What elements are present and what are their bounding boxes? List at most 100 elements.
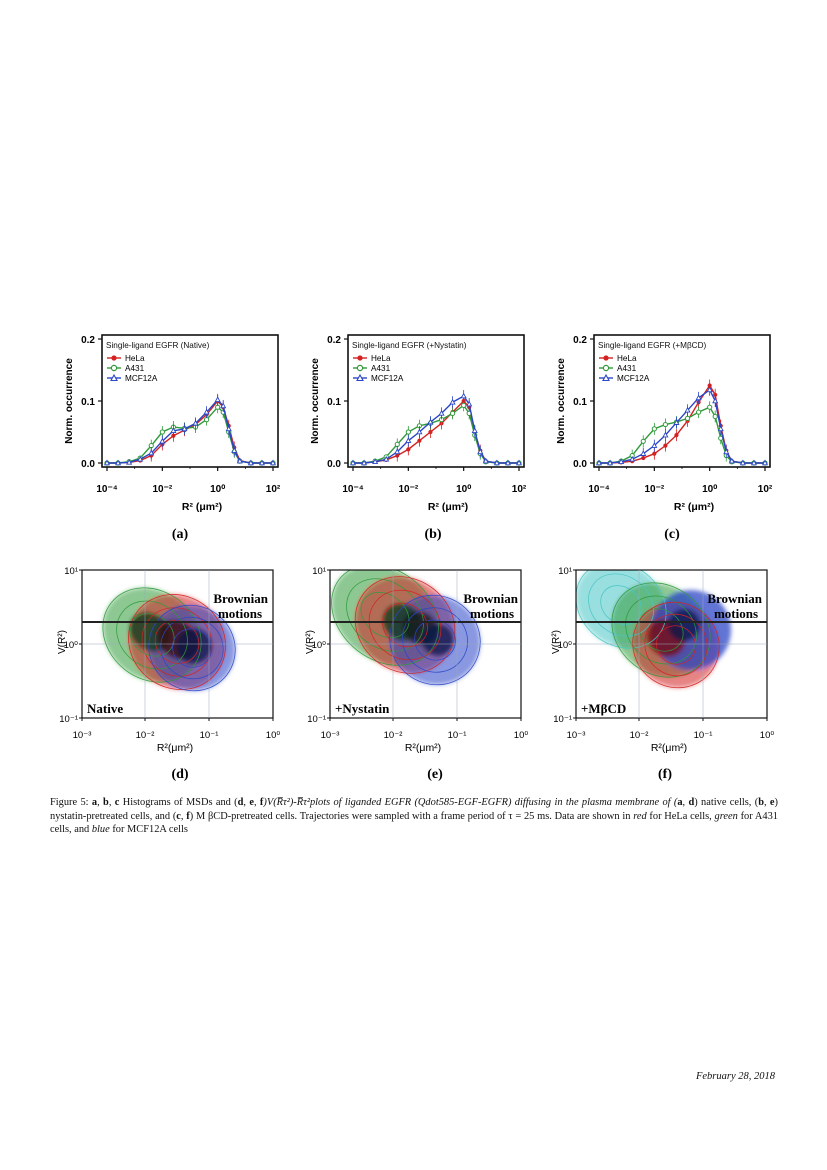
brownian-label: Brownian	[463, 591, 518, 606]
series-line-hela	[353, 399, 519, 464]
data-point-mcf12a	[236, 457, 243, 464]
contour-line	[116, 600, 188, 670]
data-point-mcf12a	[640, 450, 647, 456]
data-point-mcf12a	[372, 458, 379, 465]
data-point-a431	[450, 410, 456, 417]
x-tick-label: 10⁻²	[644, 484, 664, 495]
condition-label: +MβCD	[581, 701, 626, 716]
contour-line	[360, 591, 410, 639]
x-axis-label: R² (μm²)	[428, 501, 468, 513]
data-point-mcf12a	[460, 392, 467, 399]
data-point-mcf12a	[231, 447, 238, 453]
series-layer	[595, 379, 769, 466]
x-tick-label: 10⁰	[514, 730, 529, 741]
contour-lines	[102, 587, 236, 692]
data-point-hela	[663, 443, 668, 448]
data-point-mcf12a	[684, 406, 691, 413]
x-axis-label: R² (μm²)	[674, 501, 714, 513]
contour-line	[632, 601, 720, 689]
data-point-mcf12a	[712, 397, 719, 404]
data-point-mcf12a	[723, 448, 730, 455]
legend-mcf12a: MCF12A	[617, 374, 650, 383]
data-point-mcf12a	[383, 455, 390, 462]
x-tick-label: 10⁻²	[136, 730, 155, 741]
y-tick-label: 0.1	[81, 397, 95, 408]
density-blob	[422, 624, 454, 656]
series-line-mcf12a	[107, 398, 273, 464]
y-tick-label: 0.1	[327, 397, 341, 408]
data-point-mcf12a	[438, 409, 445, 416]
histogram-panel-a: Single-ligand EGFR (Native) HeLa A431 MC…	[64, 334, 281, 542]
contour-line	[160, 616, 224, 680]
data-point-mcf12a	[651, 442, 658, 448]
legend-hela: HeLa	[617, 354, 637, 363]
histogram-title: Single-ligand EGFR (+MβCD)	[598, 341, 706, 350]
contour-line	[172, 628, 212, 668]
data-point-mcf12a	[629, 455, 636, 462]
y-tick-label: 0.2	[573, 335, 587, 346]
histogram-title: Single-ligand EGFR (+Nystatin)	[352, 341, 467, 350]
legend: HeLa A431 MCF12A	[353, 354, 404, 383]
data-point-mcf12a	[477, 448, 484, 455]
axes-layer: 0.0 0.1 0.2 10⁻⁴ 10⁻² 10⁰ 10²	[81, 335, 281, 495]
contour-line	[389, 594, 481, 686]
x-tick-label: 10⁻²	[152, 484, 172, 495]
legend-hela: HeLa	[125, 354, 145, 363]
data-point-mcf12a	[761, 459, 769, 466]
data-point-mcf12a	[750, 459, 757, 466]
data-point-mcf12a	[394, 448, 401, 455]
y-tick-label: 0.2	[327, 335, 341, 346]
legend: HeLa A431 MCF12A	[107, 354, 158, 383]
data-point-mcf12a	[137, 455, 144, 462]
panel-label: (b)	[424, 527, 441, 542]
contour-line	[129, 613, 175, 657]
contour-line	[368, 589, 442, 661]
figure-caption: Figure 5: a, b, c Histograms of MSDs and…	[50, 797, 779, 835]
data-point-mcf12a	[181, 425, 188, 432]
data-point-mcf12a	[148, 449, 155, 456]
axes-layer: 10⁻³ 10⁻² 10⁻¹ 10⁰ 10¹ 10⁰ 10⁻¹	[59, 566, 280, 741]
data-point-mcf12a	[695, 394, 702, 401]
y-tick-label: 10⁻¹	[307, 714, 326, 725]
data-point-mcf12a	[220, 402, 227, 409]
data-point-a431	[696, 409, 702, 415]
data-point-mcf12a	[427, 418, 434, 425]
contour-line	[625, 595, 697, 665]
contour-line	[354, 576, 456, 674]
data-point-mcf12a	[607, 459, 614, 466]
series-line-mcf12a	[599, 388, 765, 464]
x-tick-label: 10⁰	[760, 730, 775, 741]
histogram-panel-b: Single-ligand EGFR (+Nystatin) HeLa A431…	[310, 334, 527, 542]
panel-label: (c)	[664, 527, 680, 542]
data-point-mcf12a	[126, 458, 133, 465]
contour-line	[414, 619, 456, 661]
data-point-mcf12a	[115, 459, 122, 466]
contour-line	[148, 604, 236, 692]
contour-line	[600, 585, 642, 625]
y-tick-label: 10⁰	[312, 640, 327, 651]
contour-lines	[576, 570, 720, 689]
contour-line	[346, 578, 424, 652]
x-tick-label: 10⁰	[210, 484, 225, 495]
data-point-mcf12a	[203, 408, 210, 415]
y-axis-label: Norm. occurrence	[64, 358, 75, 444]
y-tick-label: 0.0	[327, 459, 341, 470]
x-tick-label: 10⁰	[702, 484, 717, 495]
data-point-a431	[712, 413, 718, 420]
x-tick-label: 10⁰	[266, 730, 281, 741]
axes-layer: 0.0 0.1 0.2 10⁻⁴ 10⁻² 10⁰ 10²	[573, 335, 773, 495]
data-point-hela	[713, 392, 718, 397]
brownian-label: Brownian	[213, 591, 268, 606]
data-point-mcf12a	[493, 459, 500, 466]
brownian-label: motions	[470, 606, 514, 621]
axes-layer: 10⁻³ 10⁻² 10⁻¹ 10⁰ 10¹ 10⁰ 10⁻¹	[553, 566, 774, 741]
condition-label: Native	[87, 701, 123, 716]
data-point-hela	[652, 451, 657, 456]
x-axis-label: R²(μm²)	[405, 742, 441, 754]
data-point-a431	[405, 429, 411, 435]
data-point-mcf12a	[739, 459, 746, 466]
y-tick-label: 10⁻¹	[553, 714, 572, 725]
data-point-mcf12a	[717, 425, 724, 432]
contour-line	[128, 594, 226, 690]
y-axis-label: V(R²)	[57, 630, 68, 654]
